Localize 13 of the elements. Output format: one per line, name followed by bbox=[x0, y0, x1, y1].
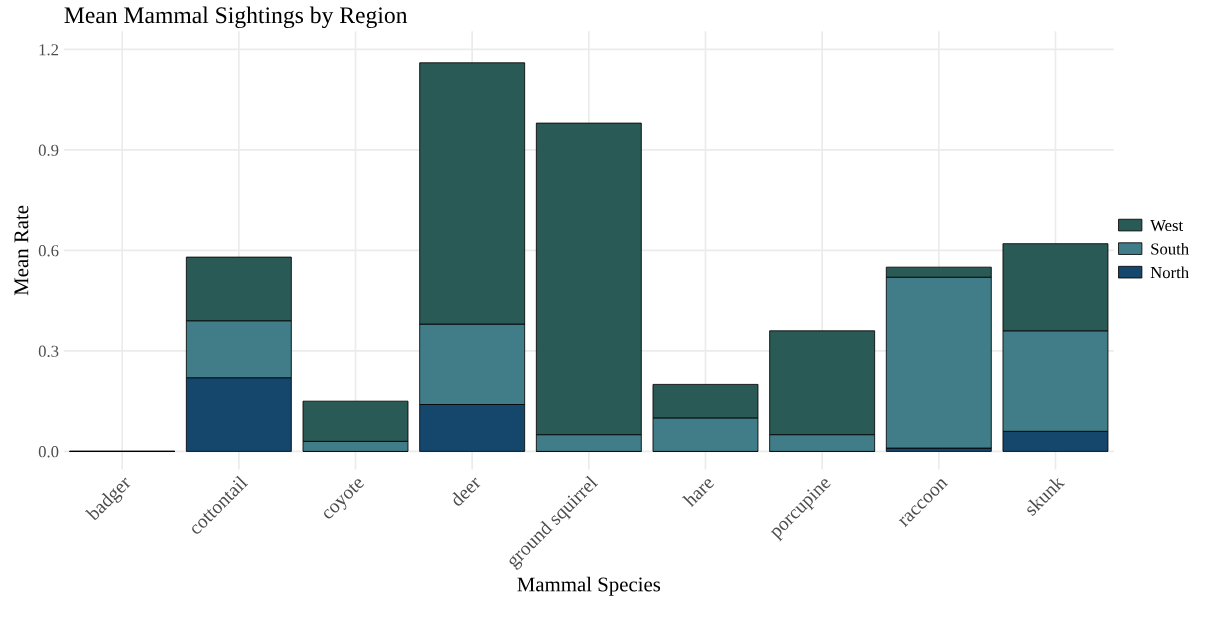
y-tick-label: 1.2 bbox=[39, 44, 59, 56]
y-tick-label: 0.0 bbox=[38, 446, 59, 458]
x-axis-title: Mammal Species bbox=[517, 576, 661, 596]
chart-title: Mean Mammal Sightings by Region bbox=[64, 6, 408, 29]
x-tick-label: deer bbox=[449, 474, 482, 508]
legend-label: West bbox=[1150, 220, 1184, 232]
legend-label: North bbox=[1150, 266, 1189, 279]
y-tick-label: 0.3 bbox=[38, 345, 59, 357]
legend-label: South bbox=[1151, 242, 1189, 255]
y-tick-label: 0.6 bbox=[38, 245, 59, 257]
y-tick-label: 0.9 bbox=[38, 144, 59, 156]
x-tick-label: hare bbox=[681, 474, 715, 508]
y-axis-title: Mean Rate bbox=[14, 205, 29, 296]
